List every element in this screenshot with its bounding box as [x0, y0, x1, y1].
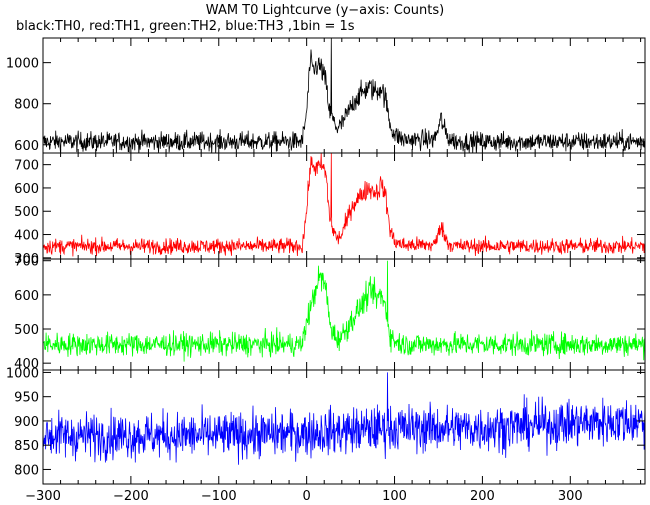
panel-th0: 600 800 1000 — [6, 37, 646, 154]
x-tick-label: −300 — [25, 489, 61, 504]
panel-frame — [42, 37, 646, 154]
y-tick-label: 800 — [14, 98, 39, 113]
panel-frame — [42, 258, 646, 371]
y-tick-label: 1000 — [6, 366, 39, 381]
y-tick-label: 600 — [14, 289, 39, 304]
panel-th1: 300 400 500 600 700 — [14, 152, 646, 267]
series-line-th2 — [43, 260, 645, 362]
y-tick-label: 400 — [14, 357, 39, 372]
y-tick-label: 700 — [14, 159, 39, 174]
x-tick-label: −100 — [201, 489, 237, 504]
x-tick-label: 300 — [558, 489, 583, 504]
x-tick-label: 0 — [303, 489, 311, 504]
y-tick-label: 600 — [14, 182, 39, 197]
panel-th2: 400 500 600 700 — [14, 255, 646, 372]
y-tick-label: 1000 — [6, 57, 39, 72]
y-tick-label: 600 — [14, 139, 39, 154]
chart-title: WAM T0 Lightcurve (y−axis: Counts) — [206, 3, 444, 18]
y-tick-label: 500 — [14, 205, 39, 220]
y-tick-label: 700 — [14, 255, 39, 270]
y-tick-label: 950 — [14, 391, 39, 406]
series-line-th0 — [43, 38, 645, 153]
plot-panels: 600 800 1000 300 400 500 600 700 400 500 600 700 800… — [6, 37, 646, 485]
x-tick-label: 200 — [470, 489, 495, 504]
y-tick-label: 850 — [14, 439, 39, 454]
panel-frame — [42, 369, 646, 485]
y-tick-label: 300 — [14, 252, 39, 267]
series-line-th1 — [43, 153, 645, 257]
x-tick-label: 100 — [382, 489, 407, 504]
x-tick-label: −200 — [113, 489, 149, 504]
y-tick-label: 500 — [14, 323, 39, 338]
chart-subtitle: black:TH0, red:TH1, green:TH2, blue:TH3 … — [16, 19, 355, 34]
y-tick-label: 900 — [14, 415, 39, 430]
y-tick-label: 800 — [14, 463, 39, 478]
panel-th3: 800 850 900 950 1000 — [6, 366, 646, 485]
series-line-th3 — [43, 372, 645, 465]
y-tick-label: 400 — [14, 229, 39, 244]
x-axis: −300 −200 −100 0 100 200 300 — [25, 489, 583, 504]
